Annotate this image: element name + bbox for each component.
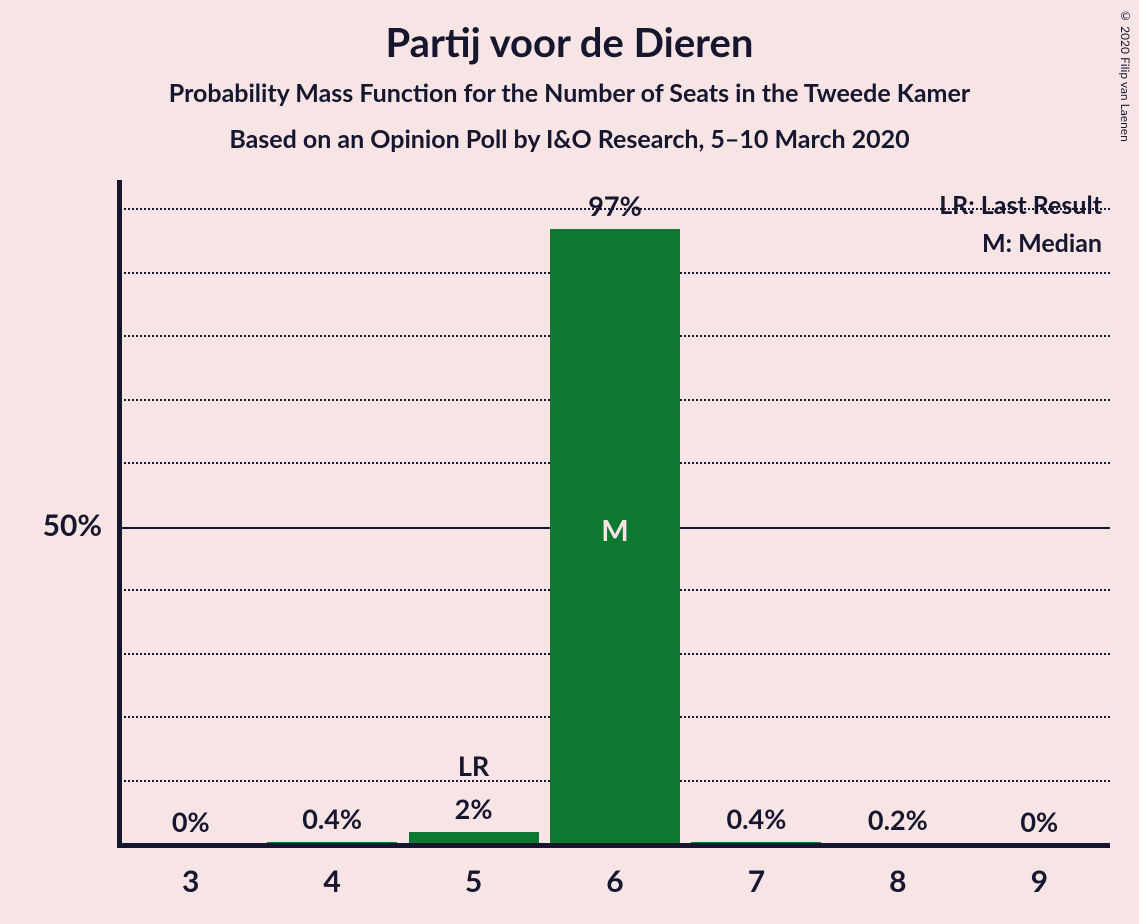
y-axis xyxy=(117,180,122,845)
legend-m: M: Median xyxy=(982,228,1102,258)
legend-lr: LR: Last Result xyxy=(939,190,1102,220)
median-annotation: M xyxy=(544,513,685,548)
x-tick-label-8: 8 xyxy=(827,863,968,899)
plot-area: 0%0.4%2%97%0.4%0.2%0%LRMLR: Last ResultM… xyxy=(120,210,1110,845)
x-tick-label-6: 6 xyxy=(544,863,685,899)
bar-value-label-4: 0.4% xyxy=(261,802,402,835)
lr-annotation: LR xyxy=(403,749,544,782)
bar-value-label-7: 0.4% xyxy=(686,802,827,835)
x-tick-label-7: 7 xyxy=(686,863,827,899)
bar-value-label-5: 2% xyxy=(403,792,544,825)
bar-value-label-8: 0.2% xyxy=(827,803,968,836)
x-tick-label-5: 5 xyxy=(403,863,544,899)
chart-title: Partij voor de Dieren xyxy=(0,18,1139,66)
x-tick-label-4: 4 xyxy=(261,863,402,899)
chart-subtitle-2: Based on an Opinion Poll by I&O Research… xyxy=(0,124,1139,154)
x-axis xyxy=(117,843,1110,848)
copyright-text: © 2020 Filip van Laenen xyxy=(1118,8,1133,142)
y-tick-label-50: 50% xyxy=(0,507,102,543)
bar-value-label-6: 97% xyxy=(544,189,685,222)
bar-value-label-9: 0% xyxy=(969,805,1110,838)
bar-value-label-3: 0% xyxy=(120,805,261,838)
x-tick-label-9: 9 xyxy=(969,863,1110,899)
chart-subtitle-1: Probability Mass Function for the Number… xyxy=(0,78,1139,108)
x-tick-label-3: 3 xyxy=(120,863,261,899)
